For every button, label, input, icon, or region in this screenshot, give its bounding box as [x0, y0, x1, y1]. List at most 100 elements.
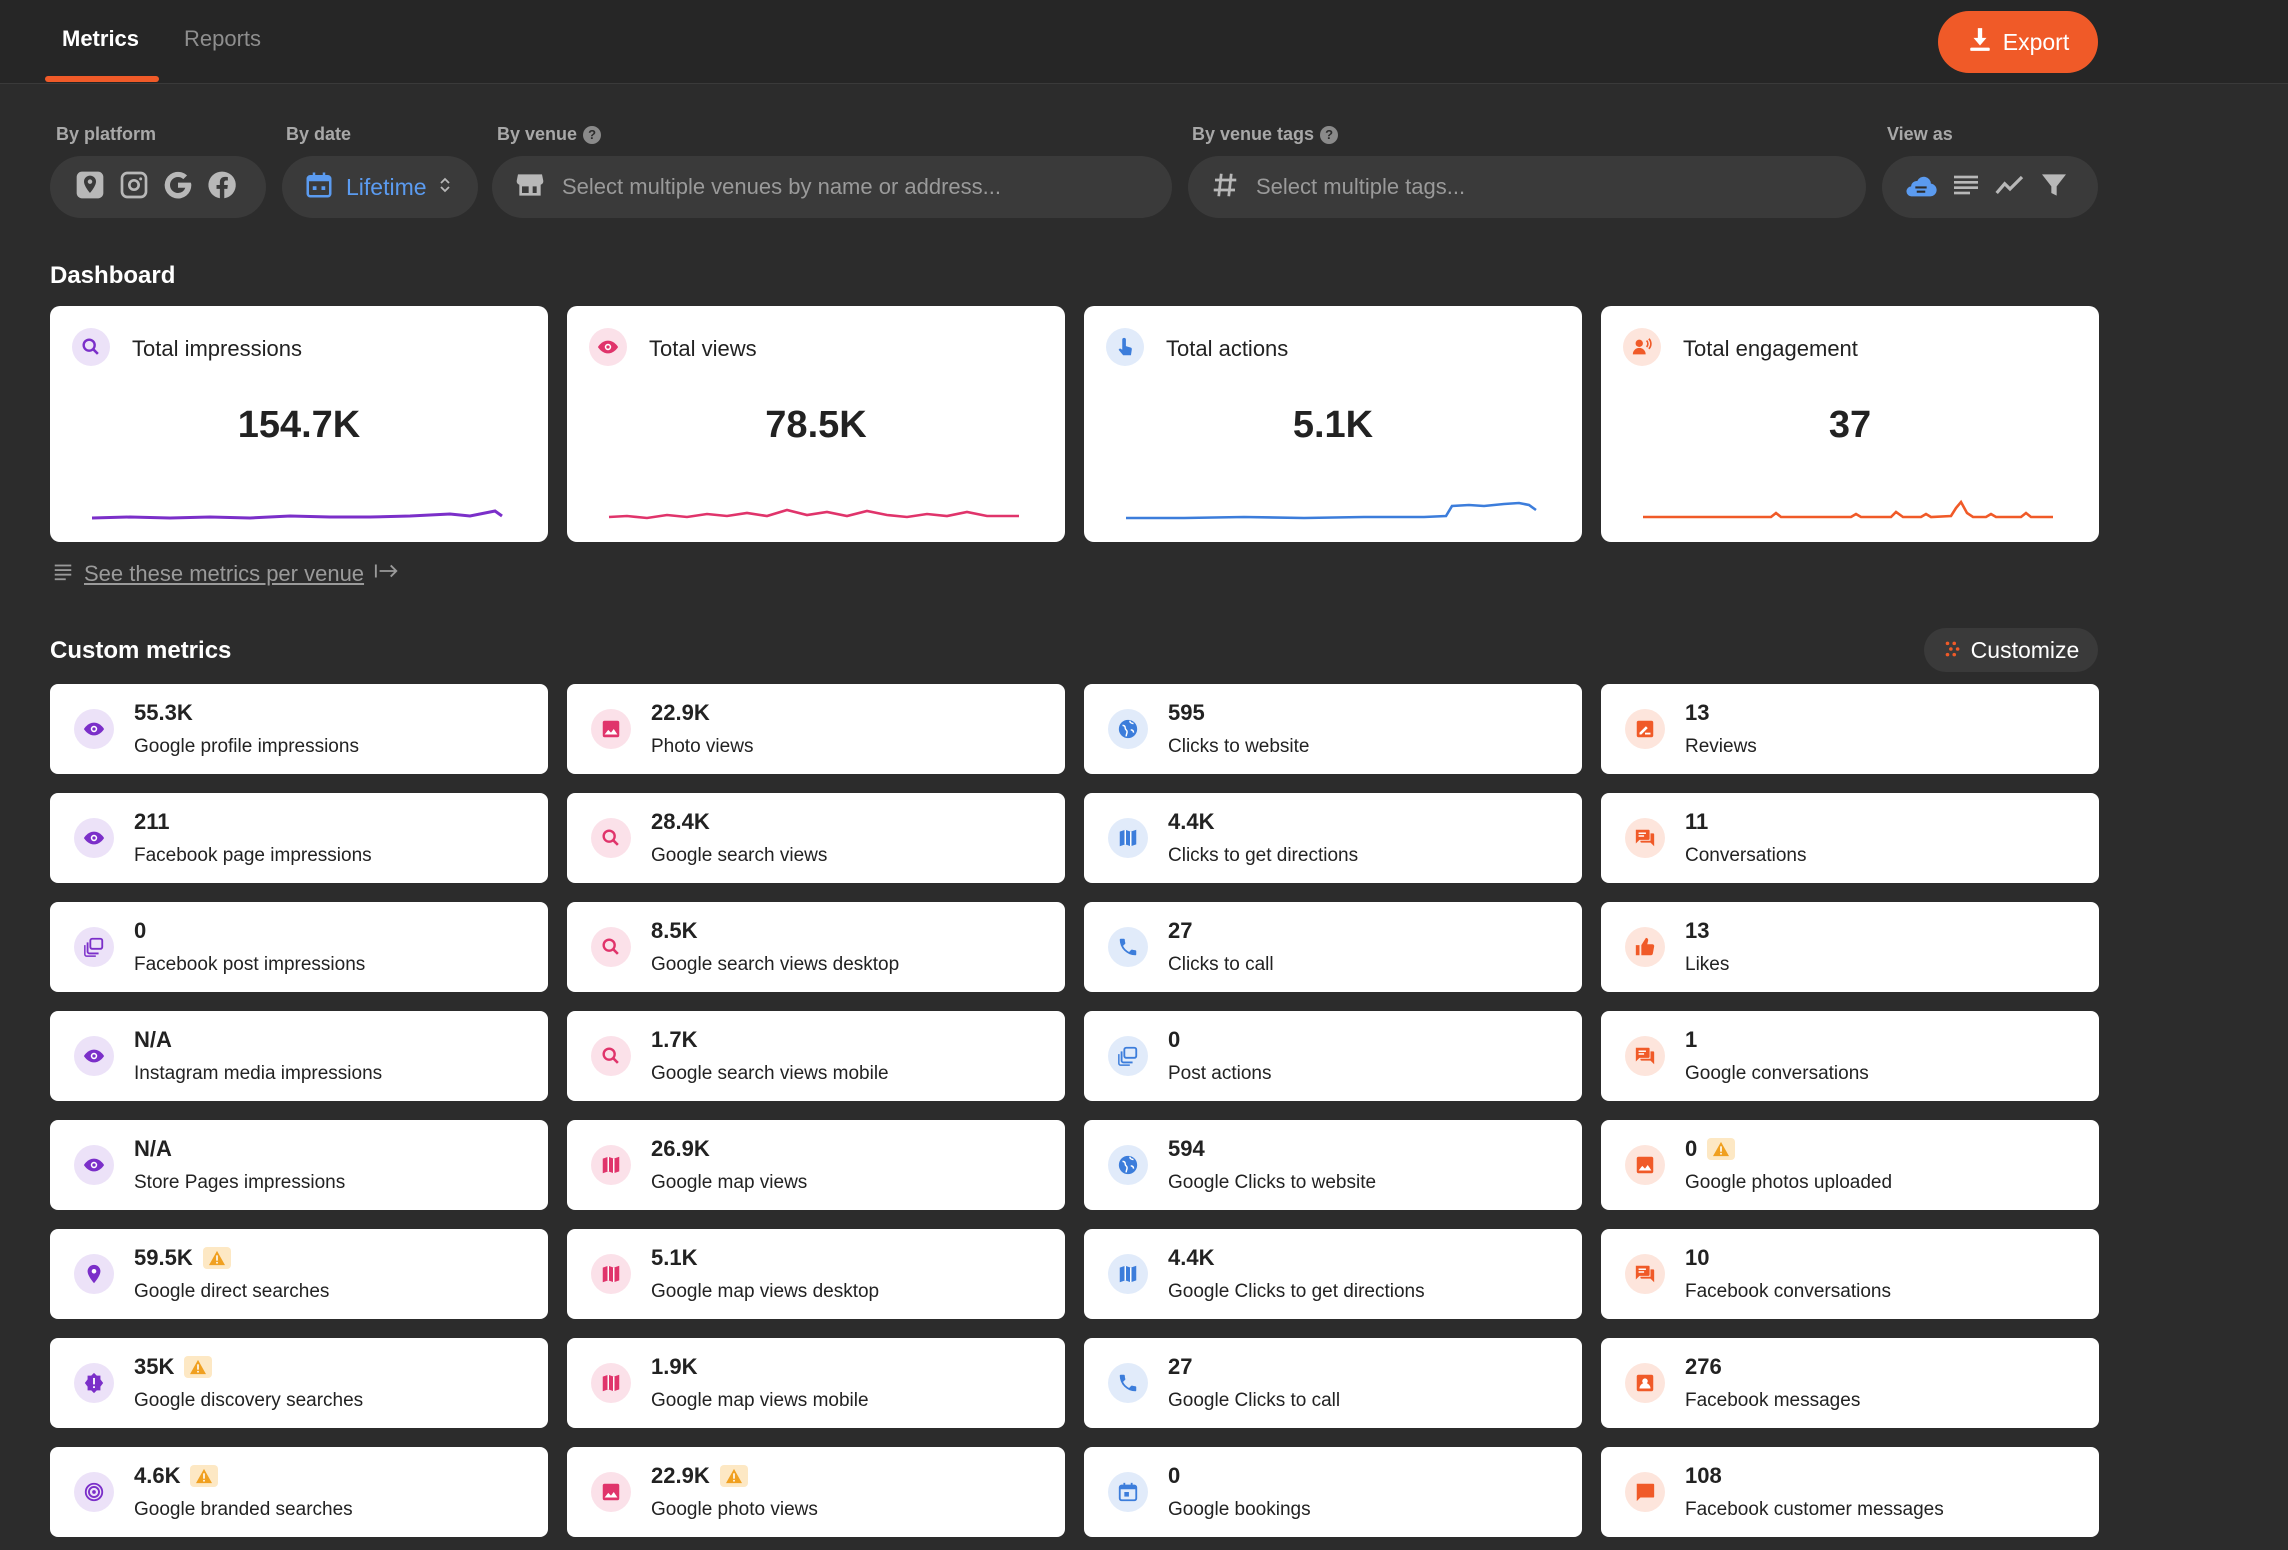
help-icon[interactable]: ?: [583, 125, 602, 144]
date-filter[interactable]: Lifetime: [282, 156, 478, 218]
google-maps-icon[interactable]: [74, 169, 106, 206]
line-chart-icon[interactable]: [1994, 169, 2026, 206]
phone-icon: [1108, 1363, 1148, 1403]
warning-icon[interactable]: [202, 1247, 231, 1269]
dashboard-card-actions[interactable]: Total actions 5.1K: [1084, 306, 1582, 542]
dashboard-card-views[interactable]: Total views 78.5K: [567, 306, 1065, 542]
metric-card[interactable]: 108 Facebook customer messages: [1601, 1447, 2099, 1537]
metric-card[interactable]: 5.1K Google map views desktop: [567, 1229, 1065, 1319]
metric-card[interactable]: 11 Conversations: [1601, 793, 2099, 883]
metric-value-row: 0: [1168, 1027, 1180, 1053]
per-venue-link[interactable]: See these metrics per venue: [84, 561, 365, 586]
metric-value-row: 595: [1168, 700, 1205, 726]
metric-label: Google conversations: [1685, 1063, 1869, 1084]
metric-card[interactable]: 35K Google discovery searches: [50, 1338, 548, 1428]
metric-card[interactable]: 26.9K Google map views: [567, 1120, 1065, 1210]
metric-value: 27: [1168, 1354, 1193, 1379]
export-button[interactable]: Export: [1938, 11, 2098, 73]
metric-value: 35K: [134, 1354, 175, 1379]
venue-search-input[interactable]: Select multiple venues by name or addres…: [492, 156, 1172, 218]
metric-card[interactable]: 27 Google Clicks to call: [1084, 1338, 1582, 1428]
metric-label: Google Clicks to get directions: [1168, 1281, 1425, 1302]
help-icon[interactable]: ?: [1320, 125, 1339, 144]
globe-icon: [1108, 709, 1148, 749]
metric-card[interactable]: 0 Facebook post impressions: [50, 902, 548, 992]
metric-card[interactable]: 55.3K Google profile impressions: [50, 684, 548, 774]
list-icon[interactable]: [1950, 169, 1982, 206]
warning-icon[interactable]: [184, 1356, 213, 1378]
card-label: Total views: [649, 336, 757, 361]
metric-card[interactable]: N/A Instagram media impressions: [50, 1011, 548, 1101]
cloud-icon[interactable]: [1904, 168, 1938, 207]
tab-metrics[interactable]: Metrics: [62, 26, 140, 51]
metric-value-row: 11: [1685, 809, 1708, 835]
metric-value-row: 276: [1685, 1354, 1722, 1380]
customize-button[interactable]: Customize: [1924, 628, 2098, 672]
metric-card[interactable]: 22.9K Google photo views: [567, 1447, 1065, 1537]
export-label: Export: [2002, 28, 2070, 55]
google-icon[interactable]: [162, 169, 194, 206]
tags-search-input[interactable]: Select multiple tags...: [1188, 156, 1866, 218]
dashboard-card-engagement[interactable]: Total engagement 37: [1601, 306, 2099, 542]
touch-icon: [1106, 328, 1144, 366]
metric-card[interactable]: 211 Facebook page impressions: [50, 793, 548, 883]
metric-value: 59.5K: [134, 1245, 193, 1270]
tags-filter-label: By venue tags?: [1192, 124, 1339, 145]
metric-value: 10: [1685, 1245, 1710, 1270]
dashboard-card-impressions[interactable]: Total impressions 154.7K: [50, 306, 548, 542]
warning-icon[interactable]: [1707, 1138, 1736, 1160]
metric-card[interactable]: 1.7K Google search views mobile: [567, 1011, 1065, 1101]
metric-card[interactable]: 8.5K Google search views desktop: [567, 902, 1065, 992]
metric-card[interactable]: 1.9K Google map views mobile: [567, 1338, 1065, 1428]
metric-label: Google branded searches: [134, 1499, 353, 1520]
metric-value: 0: [1168, 1463, 1181, 1488]
metric-card[interactable]: N/A Store Pages impressions: [50, 1120, 548, 1210]
metric-card[interactable]: 10 Facebook conversations: [1601, 1229, 2099, 1319]
per-venue-link-row: See these metrics per venue: [52, 560, 400, 588]
tab-reports[interactable]: Reports: [184, 26, 262, 51]
search-icon: [591, 927, 631, 967]
metric-card[interactable]: 0 Google photos uploaded: [1601, 1120, 2099, 1210]
metric-value: 4.4K: [1168, 1245, 1215, 1270]
metric-label: Google map views mobile: [651, 1390, 869, 1411]
view-as-toggle: [1882, 156, 2098, 218]
metric-card[interactable]: 0 Google bookings: [1084, 1447, 1582, 1537]
alert-badge-icon: [74, 1363, 114, 1403]
warning-icon[interactable]: [190, 1465, 219, 1487]
metric-card[interactable]: 0 Post actions: [1084, 1011, 1582, 1101]
metric-label: Google map views: [651, 1172, 808, 1193]
metric-label: Conversations: [1685, 845, 1807, 866]
date-value: Lifetime: [346, 173, 427, 200]
metric-label: Facebook page impressions: [134, 845, 372, 866]
metric-card[interactable]: 594 Google Clicks to website: [1084, 1120, 1582, 1210]
metric-label: Google photos uploaded: [1685, 1172, 1893, 1193]
instagram-icon[interactable]: [118, 169, 150, 206]
map-icon: [591, 1363, 631, 1403]
metric-label: Post actions: [1168, 1063, 1272, 1084]
metric-card[interactable]: 13 Likes: [1601, 902, 2099, 992]
metric-value: N/A: [134, 1136, 172, 1161]
metric-card[interactable]: 595 Clicks to website: [1084, 684, 1582, 774]
metric-label: Google profile impressions: [134, 736, 359, 757]
metric-card[interactable]: 4.6K Google branded searches: [50, 1447, 548, 1537]
facebook-icon[interactable]: [206, 169, 238, 206]
metric-value: 13: [1685, 700, 1710, 725]
metric-card[interactable]: 4.4K Clicks to get directions: [1084, 793, 1582, 883]
metric-card[interactable]: 27 Clicks to call: [1084, 902, 1582, 992]
funnel-icon[interactable]: [2038, 169, 2070, 206]
eye-icon: [74, 1036, 114, 1076]
metric-card[interactable]: 28.4K Google search views: [567, 793, 1065, 883]
metric-card[interactable]: 4.4K Google Clicks to get directions: [1084, 1229, 1582, 1319]
warning-icon[interactable]: [719, 1465, 748, 1487]
metric-value: 0: [1168, 1027, 1181, 1052]
layers-icon: [1108, 1036, 1148, 1076]
engagement-sparkline: [1643, 499, 2053, 519]
layers-icon: [74, 927, 114, 967]
metric-label: Google direct searches: [134, 1281, 330, 1302]
metric-card[interactable]: 276 Facebook messages: [1601, 1338, 2099, 1428]
metric-card[interactable]: 1 Google conversations: [1601, 1011, 2099, 1101]
metric-card[interactable]: 22.9K Photo views: [567, 684, 1065, 774]
metric-card[interactable]: 13 Reviews: [1601, 684, 2099, 774]
search-icon: [591, 1036, 631, 1076]
metric-card[interactable]: 59.5K Google direct searches: [50, 1229, 548, 1319]
